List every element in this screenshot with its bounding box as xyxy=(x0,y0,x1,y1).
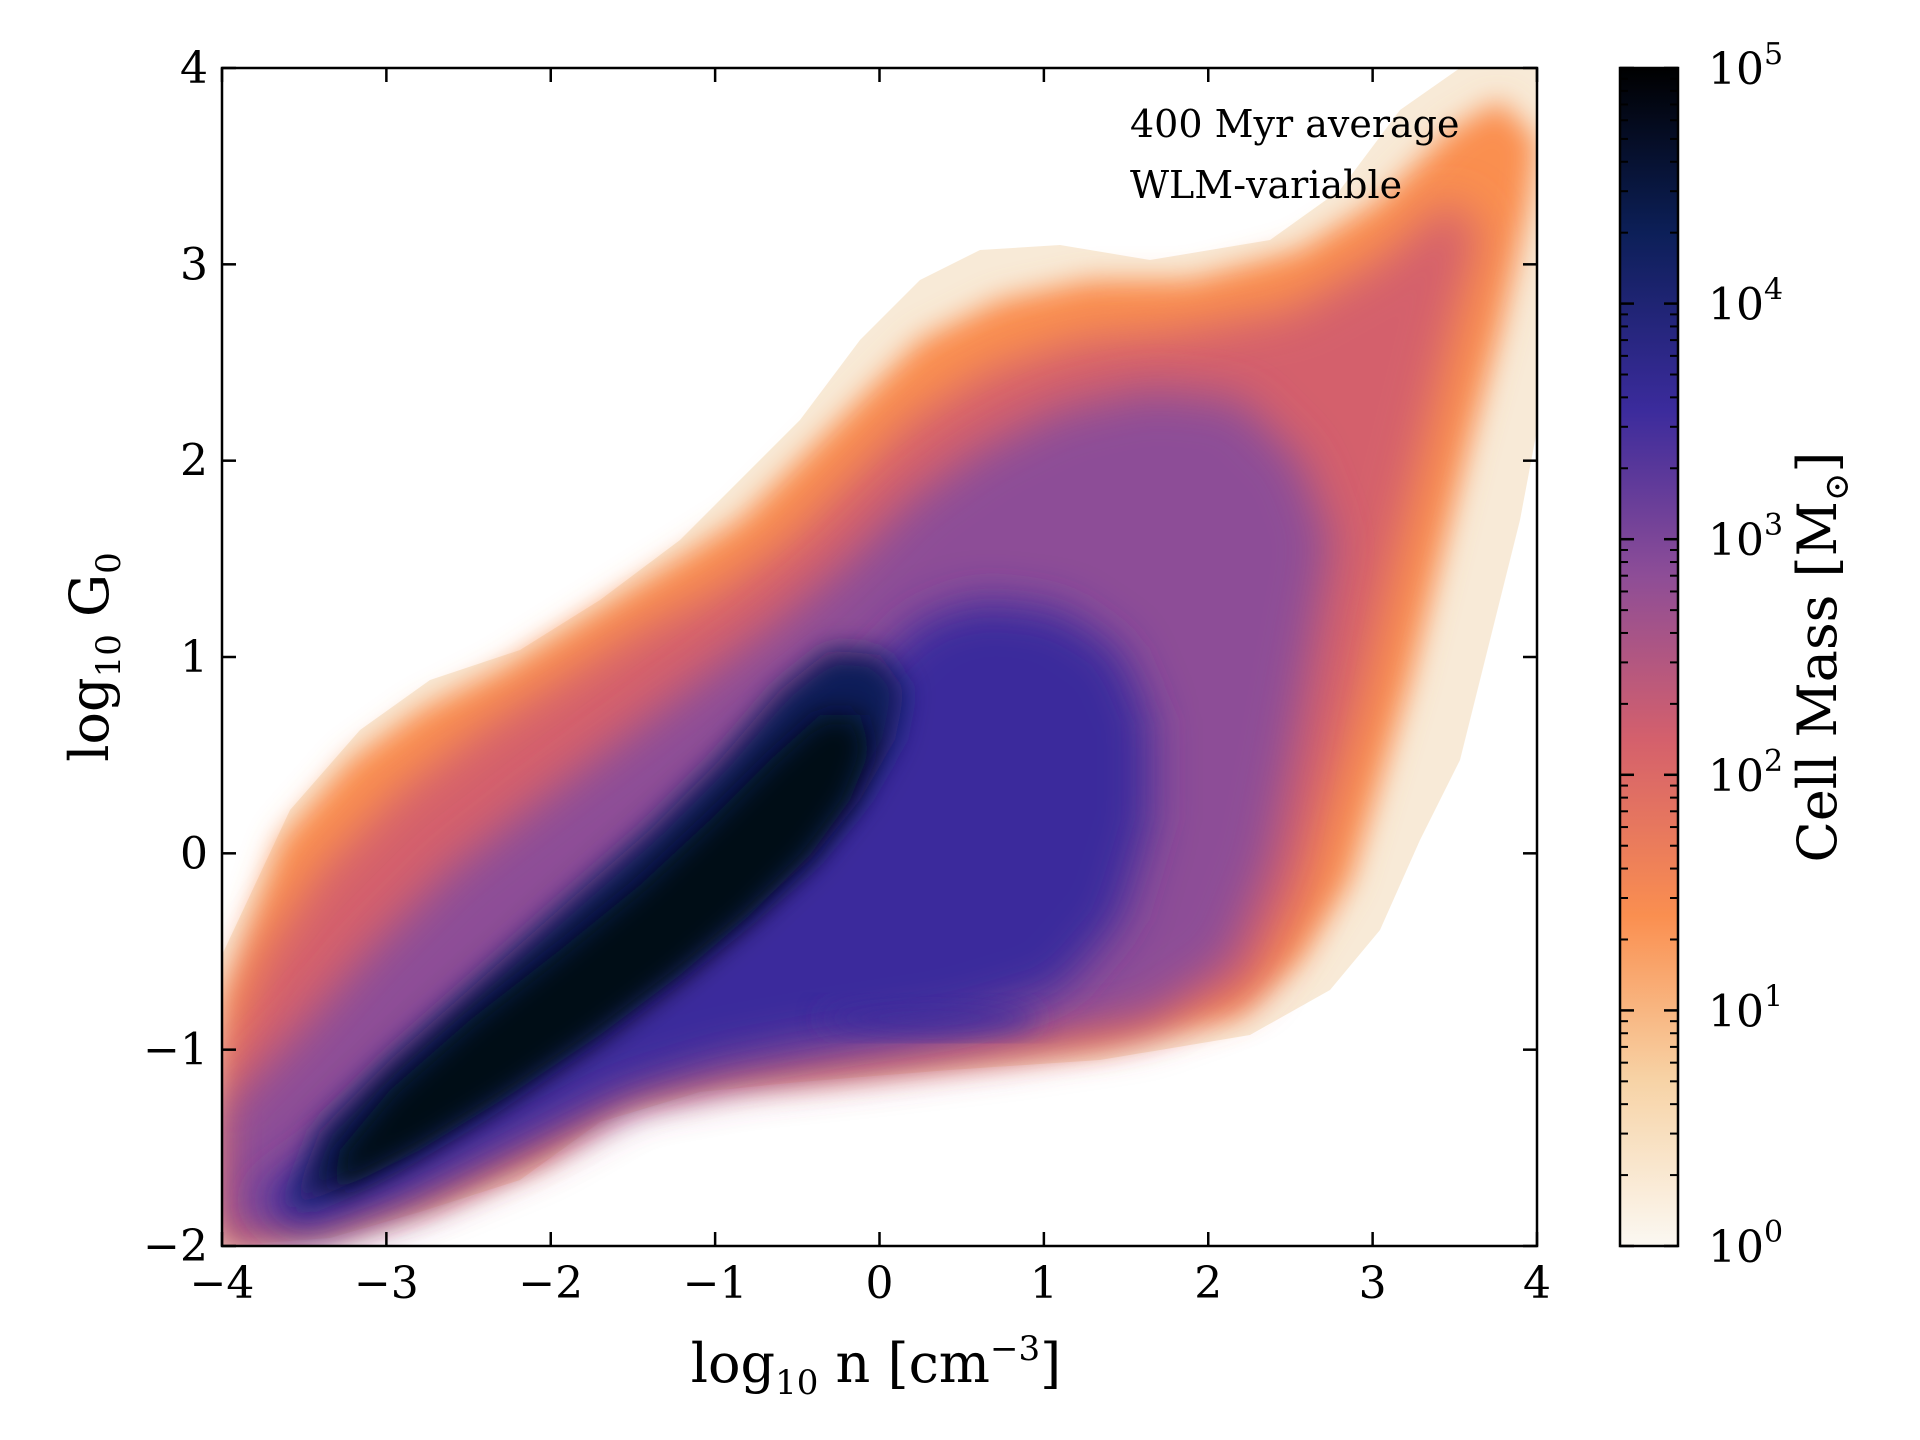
heatmap-secondary-lobe xyxy=(820,1000,1040,1036)
heatmap-image xyxy=(222,68,1537,1246)
x-axis-label-text: n [cm xyxy=(818,1332,990,1395)
colorbar-tick-base: 10 xyxy=(1708,44,1764,95)
x-axis-label: log10 n [cm−3] xyxy=(691,1329,1061,1403)
colorbar-tick-exponent: 1 xyxy=(1764,979,1783,1014)
colorbar-label-text: Cell Mass [M xyxy=(1786,501,1849,862)
colorbar-tick-label: 101 xyxy=(1708,979,1783,1037)
y-axis-ticks: −2 −1 0 1 2 3 4 xyxy=(143,43,1537,1272)
y-tick-label: 2 xyxy=(180,436,208,487)
colorbar-tick-base: 10 xyxy=(1708,280,1764,331)
annotation-line-2: WLM-variable xyxy=(1130,163,1402,207)
x-tick-label: −4 xyxy=(190,1258,255,1309)
x-tick-label: −2 xyxy=(518,1258,583,1309)
y-tick-label: 3 xyxy=(180,239,208,290)
colorbar-tick-exponent: 4 xyxy=(1764,273,1783,308)
x-tick-label: −1 xyxy=(683,1258,748,1309)
colorbar-tick-exponent: 0 xyxy=(1764,1215,1783,1250)
x-axis-label-tail: ] xyxy=(1040,1332,1061,1395)
colorbar-tick-label: 100 xyxy=(1708,1215,1783,1273)
y-tick-label: 0 xyxy=(180,828,208,879)
colorbar-label-tail: ] xyxy=(1786,452,1849,473)
colorbar-tick-exponent: 5 xyxy=(1764,37,1783,72)
x-axis-label-sup: −3 xyxy=(990,1329,1040,1369)
x-axis-ticks: −4 −3 −2 −1 0 1 2 3 4 xyxy=(190,68,1551,1309)
colorbar xyxy=(1618,66,1680,1248)
x-tick-label: 3 xyxy=(1359,1258,1387,1309)
colorbar-tick-label: 105 xyxy=(1708,37,1783,95)
colorbar-tick-exponent: 2 xyxy=(1764,744,1783,779)
x-tick-label: 2 xyxy=(1194,1258,1222,1309)
colorbar-tick-label: 104 xyxy=(1708,273,1783,331)
y-tick-label: 4 xyxy=(180,43,208,94)
y-tick-label: 1 xyxy=(180,632,208,683)
annotation-line-1: 400 Myr average xyxy=(1130,102,1459,146)
colorbar-tick-base: 10 xyxy=(1708,515,1764,566)
x-tick-label: −3 xyxy=(354,1258,419,1309)
y-axis-label-sub: 10 xyxy=(89,634,129,677)
x-axis-label-sub: 10 xyxy=(775,1363,818,1403)
colorbar-tick-exponent: 3 xyxy=(1764,508,1783,543)
y-axis-label: log10 G0 xyxy=(58,552,129,762)
x-tick-label: 1 xyxy=(1030,1258,1058,1309)
y-tick-label: −1 xyxy=(143,1025,208,1076)
colorbar-label: Cell Mass [M⊙] xyxy=(1786,452,1857,863)
heatmap-black-ridge xyxy=(330,715,870,1195)
y-axis-label-base: log xyxy=(58,677,121,761)
y-axis-label-sub2: 0 xyxy=(89,552,129,574)
x-tick-label: 4 xyxy=(1523,1258,1551,1309)
x-tick-label: 0 xyxy=(866,1258,894,1309)
colorbar-label-sub: ⊙ xyxy=(1817,473,1857,502)
colorbar-tick-base: 10 xyxy=(1708,751,1764,802)
colorbar-tick-base: 10 xyxy=(1708,1222,1764,1273)
colorbar-tick-base: 10 xyxy=(1708,986,1764,1037)
colorbar-tick-label: 102 xyxy=(1708,744,1783,802)
x-axis-label-base: log xyxy=(691,1332,775,1395)
y-tick-label: −2 xyxy=(143,1221,208,1272)
colorbar-tick-label: 103 xyxy=(1708,508,1783,566)
y-axis-label-text: G xyxy=(58,574,121,634)
